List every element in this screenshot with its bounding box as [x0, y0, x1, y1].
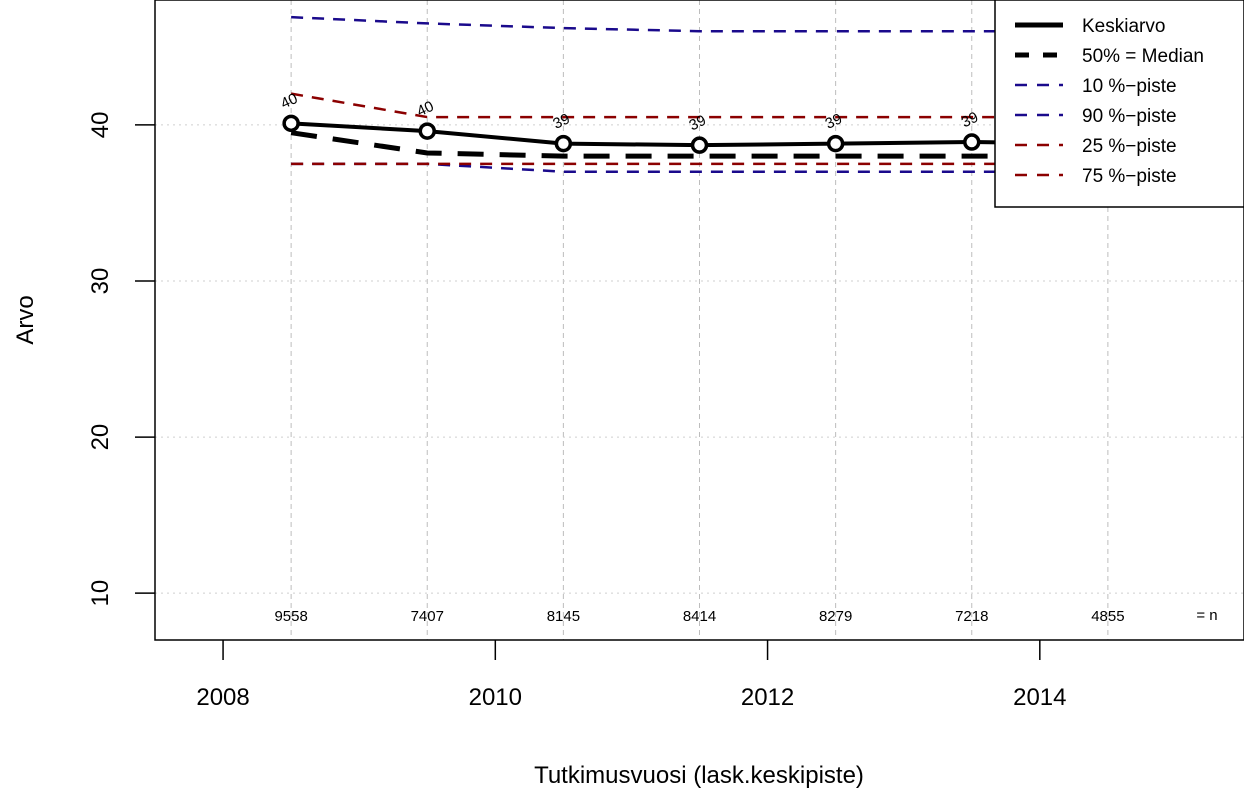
series-line-3 [291, 15, 1108, 33]
legend-label-2: 10 %−piste [1082, 76, 1177, 97]
point-label: 39 [959, 109, 981, 131]
point-label: 39 [686, 112, 708, 134]
legend-box [994, 0, 1244, 208]
n-value: 8279 [819, 608, 852, 625]
series-line-1 [290, 130, 1108, 159]
n-value: 4855 [1091, 608, 1124, 625]
axes: 2008 2010 2012 2014 10 20 30 40 [87, 112, 1067, 711]
x-tick-label: 2010 [469, 684, 522, 711]
n-value: 8145 [547, 608, 580, 625]
legend: Keskiarvo 50% = Median 10 %−piste 90 %−pist… [994, 0, 1244, 208]
y-tick-label: 30 [87, 268, 114, 295]
plot-frame [154, 0, 1244, 641]
n-value: 9558 [274, 608, 307, 625]
n-value: 7407 [411, 608, 444, 625]
point-label: 40 [278, 90, 300, 112]
y-tick-label: 20 [87, 424, 114, 451]
n-value: 7218 [955, 608, 988, 625]
point-label: 39 [823, 110, 845, 132]
mean-point [826, 134, 845, 153]
mean-point [690, 136, 709, 154]
mean-point [282, 114, 300, 133]
n-value: 8414 [683, 608, 716, 625]
legend-label-1: 50% = Median [1082, 46, 1204, 67]
grid [155, 0, 1244, 640]
x-tick-label: 2008 [196, 684, 249, 711]
y-tick-label: 10 [87, 580, 114, 607]
point-label: 39 [550, 110, 572, 132]
point-label: 40 [414, 98, 436, 120]
legend-label-3: 90 %−piste [1082, 106, 1177, 127]
x-tick-label: 2012 [741, 684, 794, 711]
mean-point [963, 133, 981, 151]
legend-label-0: Keskiarvo [1082, 16, 1165, 37]
y-axis-label: Arvo [12, 295, 39, 344]
n-values: 9558 7407 8145 8414 8279 7218 4855 = n [274, 607, 1217, 625]
legend-label-5: 75 %−piste [1082, 166, 1177, 187]
mean-point [554, 134, 573, 153]
x-axis-label: Tutkimusvuosi (lask.keskipiste) [534, 762, 864, 789]
legend-label-4: 25 %−piste [1082, 136, 1177, 157]
x-tick-label: 2014 [1013, 684, 1066, 711]
n-label: = n [1196, 607, 1217, 624]
mean-markers [282, 114, 1117, 154]
mean-point [418, 122, 436, 140]
series-line-5 [290, 92, 1108, 119]
y-tick-label: 40 [87, 112, 114, 139]
